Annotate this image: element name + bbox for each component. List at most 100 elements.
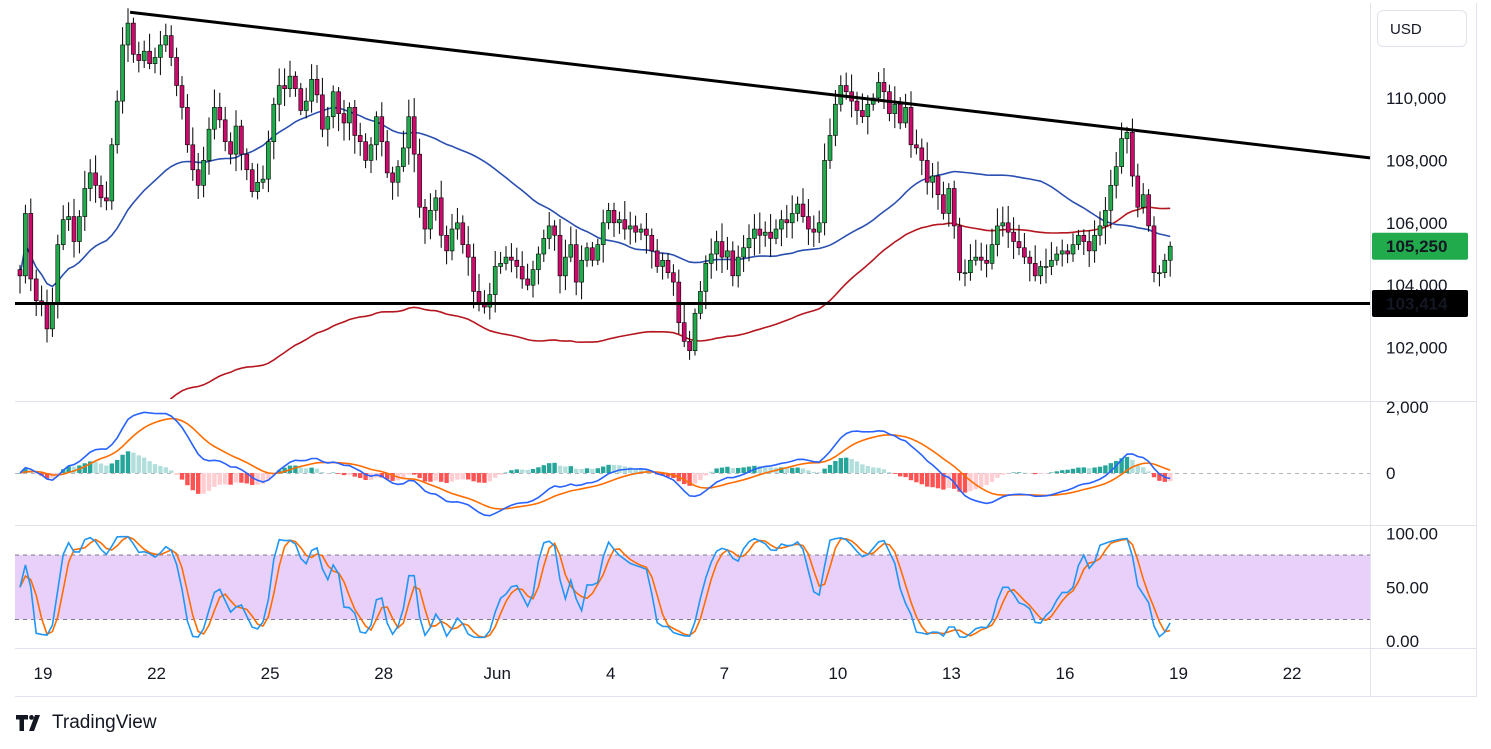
- candle: [179, 76, 185, 120]
- candle: [93, 155, 98, 203]
- candle: [465, 226, 471, 276]
- macd-histogram-bar: [849, 459, 854, 473]
- candle: [546, 211, 552, 250]
- candle: [773, 219, 779, 245]
- macd-histogram-bar: [179, 473, 185, 480]
- candle: [87, 159, 93, 202]
- candle: [838, 75, 844, 112]
- macd-histogram-bar: [352, 473, 357, 477]
- candle: [611, 202, 617, 237]
- macd-histogram-bar: [439, 473, 444, 482]
- candle: [395, 160, 401, 197]
- tradingview-brand[interactable]: TradingView: [16, 712, 157, 734]
- macd-histogram-bar: [714, 468, 719, 473]
- macd-histogram-bar: [919, 473, 924, 485]
- macd-histogram-bar: [763, 466, 768, 473]
- candle: [536, 246, 541, 285]
- candle: [293, 71, 298, 97]
- macd-tick-label: 0: [1386, 464, 1395, 483]
- macd-histogram-bar: [336, 473, 341, 474]
- macd-histogram-bar: [730, 468, 735, 473]
- candle: [541, 229, 547, 262]
- macd-histogram-bar: [989, 473, 995, 482]
- stochastic-tick-label: 100.00: [1386, 525, 1438, 544]
- macd-histogram-bar: [1097, 466, 1103, 473]
- macd-histogram-bar: [633, 468, 638, 473]
- macd-histogram-bar: [952, 473, 957, 489]
- macd-axis: 2,000 0: [1386, 398, 1429, 483]
- macd-histogram-bar: [611, 464, 617, 473]
- macd-histogram-bar: [509, 470, 514, 473]
- candle: [1054, 246, 1060, 266]
- macd-histogram-bar: [1119, 458, 1124, 473]
- macd-histogram-bar: [1038, 473, 1043, 474]
- candle: [152, 47, 158, 74]
- macd-histogram-bar: [768, 467, 773, 473]
- macd-histogram-bar: [698, 473, 703, 481]
- candle: [249, 162, 255, 198]
- candle: [17, 264, 23, 294]
- candle: [1043, 248, 1049, 284]
- candle: [1167, 241, 1173, 277]
- candle: [82, 170, 88, 231]
- macd-histogram-bar: [1011, 472, 1016, 473]
- price-tick-label: 106,000: [1386, 214, 1447, 233]
- descending-trendline[interactable]: [129, 10, 1371, 160]
- candle: [579, 245, 584, 300]
- macd-histogram-bar: [201, 473, 206, 494]
- macd-histogram-bar: [649, 472, 654, 473]
- candle: [1113, 151, 1119, 199]
- candle: [104, 181, 109, 211]
- candle: [282, 68, 287, 107]
- macd-histogram-bar: [212, 473, 217, 487]
- macd-histogram-bar: [995, 473, 1000, 478]
- candle: [681, 304, 687, 348]
- macd-histogram-bar: [493, 473, 498, 478]
- macd-histogram-bar: [23, 468, 28, 473]
- macd-signal-line: [19, 417, 1171, 510]
- candle: [384, 130, 390, 179]
- macd-histogram-bar: [590, 468, 595, 473]
- macd-histogram-bar: [903, 473, 908, 478]
- candle: [417, 138, 422, 218]
- price-tick-label: 102,000: [1386, 339, 1447, 358]
- candle: [428, 193, 433, 240]
- time-tick-label: 4: [606, 664, 615, 683]
- candle: [719, 223, 725, 274]
- candle: [222, 106, 228, 152]
- currency-button[interactable]: USD: [1377, 10, 1467, 47]
- candle: [1157, 265, 1162, 287]
- time-tick-label: 22: [1283, 664, 1302, 683]
- stochastic-pane[interactable]: [15, 535, 1370, 639]
- price-pane[interactable]: [15, 8, 1371, 496]
- candle: [411, 98, 417, 173]
- macd-histogram-bar: [925, 473, 930, 487]
- candle: [514, 247, 520, 279]
- macd-histogram-bar: [941, 473, 946, 490]
- candle: [676, 269, 682, 335]
- candle: [795, 196, 800, 222]
- candle: [422, 199, 428, 244]
- macd-histogram-bar: [1157, 473, 1162, 481]
- macd-histogram-bar: [298, 467, 303, 473]
- candle: [984, 244, 989, 278]
- candle: [600, 209, 606, 263]
- macd-histogram-bar: [984, 473, 989, 486]
- candle: [633, 215, 638, 243]
- candle: [228, 132, 233, 165]
- candle: [919, 138, 925, 176]
- macd-histogram-bar: [347, 473, 352, 475]
- candle: [455, 207, 460, 240]
- macd-histogram-bar: [1000, 473, 1005, 475]
- macd-histogram-bar: [498, 473, 503, 475]
- candle: [60, 205, 66, 251]
- candle: [1103, 197, 1108, 245]
- macd-pane[interactable]: [15, 411, 1370, 517]
- candle: [352, 100, 358, 154]
- candle: [298, 82, 304, 116]
- macd-histogram: [17, 451, 1173, 494]
- candle: [449, 214, 455, 261]
- macd-histogram-bar: [898, 473, 903, 477]
